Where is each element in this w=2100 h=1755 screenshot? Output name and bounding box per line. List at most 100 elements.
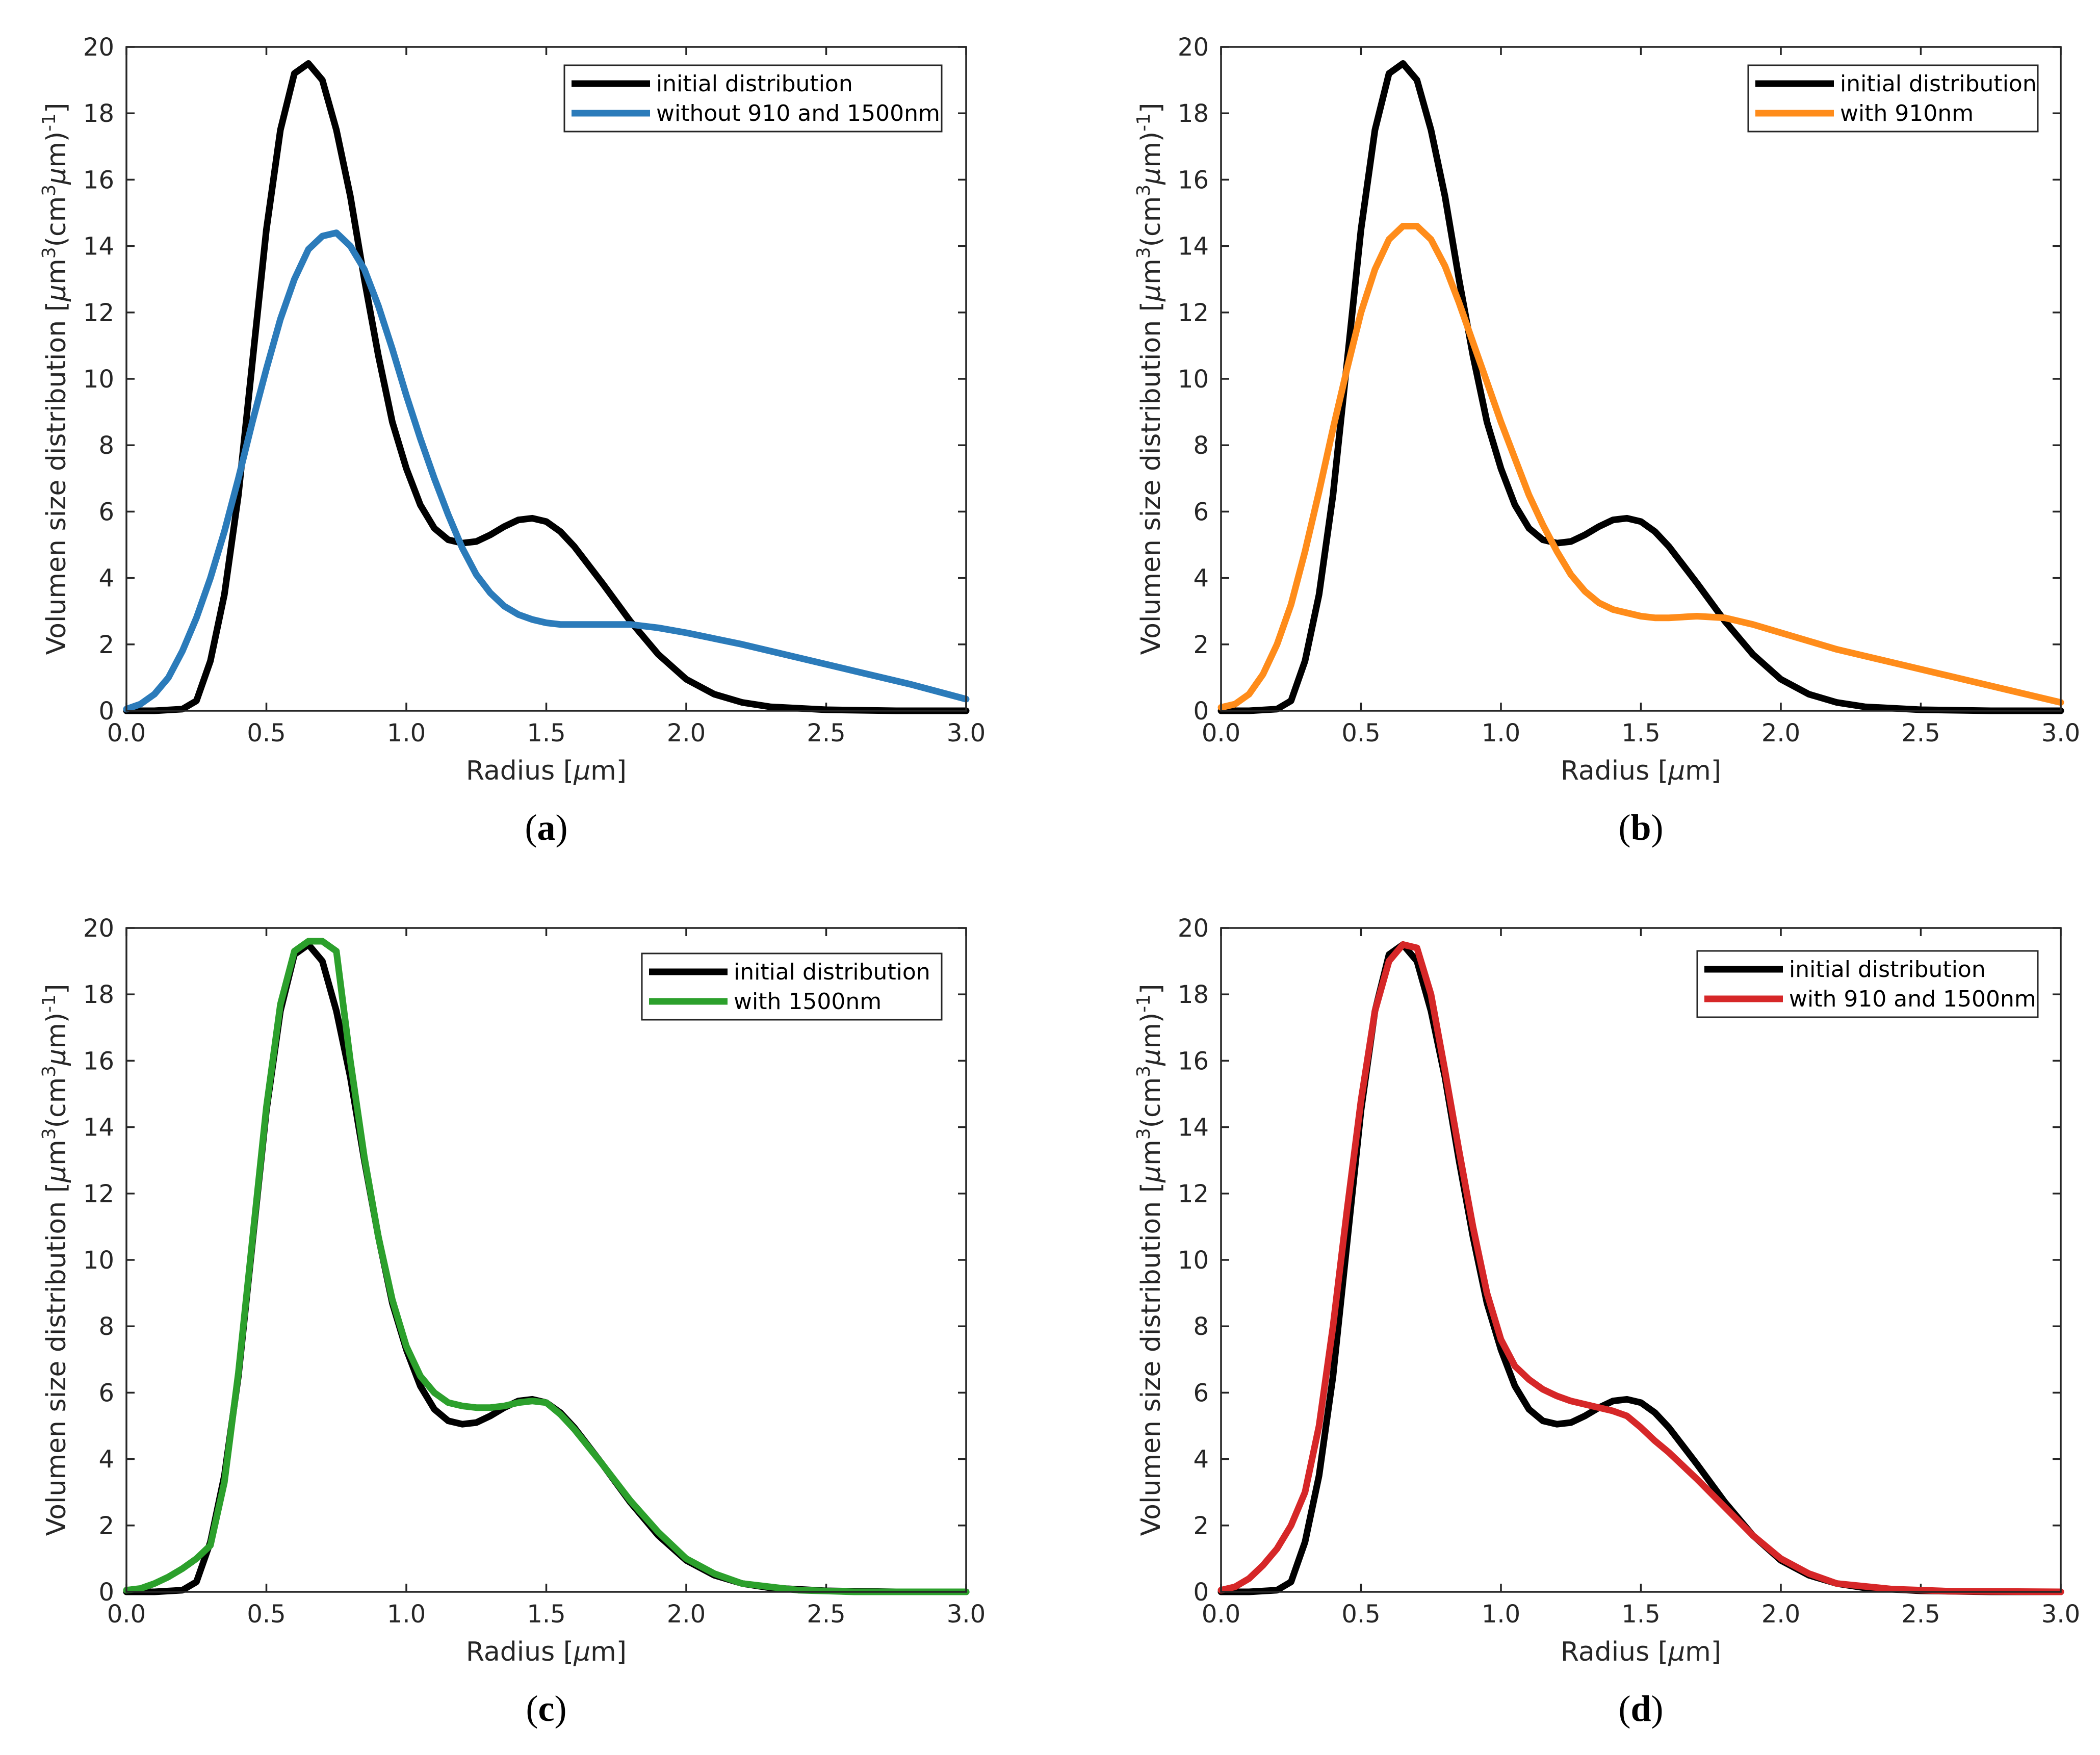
legend: initial distribution with 1500nm [641,952,943,1021]
panel-label-letter: c [538,1688,555,1729]
y-label-exp: -1 [39,113,60,132]
y-tick-label: 0 [1193,1578,1209,1607]
x-tick-label: 1.5 [527,719,565,747]
y-tick-label: 18 [1178,99,1209,128]
x-tick-label: 3.0 [2041,1600,2080,1629]
panel-label-close: ) [1651,1688,1664,1729]
y-tick-label: 2 [98,631,114,659]
chart-panel-a: 0.0 0.5 1.0 1.5 2.0 2.5 3.0 0 2 4 6 8 10 12 14 16 18 20 in… [39,33,986,848]
x-tick-label: 0.5 [247,1600,286,1629]
y-tick-label: 10 [1178,1246,1209,1275]
panel-label-letter: a [537,807,556,848]
x-tick-label: 1.0 [1482,719,1520,747]
x-tick-label: 0.0 [107,719,146,747]
panel-label-open: ( [1618,807,1630,848]
legend-entry-label: initial distribution [656,71,853,97]
series-line-modified-distribution [123,229,970,713]
y-tick-label: 8 [98,1312,114,1341]
legend-entry-label: initial distribution [1789,957,1986,983]
chart-panel-d: 0.0 0.5 1.0 1.5 2.0 2.5 3.0 0 2 4 6 8 10 12 14 16 18 20 in… [1133,914,2080,1729]
x-tick-label: 0.5 [247,719,286,747]
panel-label: (d) [1618,1688,1663,1729]
y-label-mu: μ [1136,285,1166,302]
series-line-modified-distribution [1217,223,2064,711]
y-tick-label: 4 [1193,1446,1209,1474]
y-tick-label: 16 [1178,166,1209,194]
x-label-end: m] [590,1637,627,1667]
x-axis-label: Radius [μm] [1561,756,1721,786]
x-tick-label: 0.0 [1202,719,1240,747]
x-tick-label: 2.0 [667,1600,706,1629]
y-tick-label: 4 [1193,564,1209,593]
x-tick-label: 2.5 [807,1600,845,1629]
y-tick-label: 20 [83,33,114,62]
plot-area [1221,928,2061,1592]
x-tick-label: 0.5 [1341,1600,1380,1629]
x-label-end: m] [590,756,627,786]
plot-area [126,928,966,1592]
x-label-text: Radius [ [466,756,574,786]
panel-label-open: ( [1618,1688,1630,1729]
y-label-mid: (cm [41,196,72,247]
y-tick-label: 4 [98,1446,114,1474]
y-label-end: m) [41,132,72,168]
y-label-mu: μ [1136,1166,1166,1183]
x-tick-label: 1.0 [1482,1600,1520,1629]
x-tick-label: 2.0 [1761,719,1800,747]
y-label-exp: 3 [39,1066,60,1077]
y-label-m: m [41,259,72,285]
panel-label: (b) [1618,807,1663,848]
y-tick-label: 12 [83,1180,114,1208]
legend-entry-label: initial distribution [1840,71,2037,97]
panel-label-close: ) [1651,807,1664,848]
y-label-end: m) [41,1013,72,1049]
x-label-mu: μ [1668,1637,1685,1667]
x-tick-label: 2.0 [1761,1600,1800,1629]
legend-entry-label: with 910 and 1500nm [1789,986,2036,1012]
x-tick-label: 1.5 [1621,1600,1660,1629]
x-label-text: Radius [ [1561,1637,1668,1667]
y-tick-label: 20 [1178,33,1209,62]
y-label-exp: 3 [1133,1066,1154,1077]
legend-entry-label: with 910nm [1840,100,1974,126]
y-tick-label: 16 [83,166,114,194]
y-tick-label: 18 [1178,980,1209,1009]
x-tick-label: 0.5 [1341,719,1380,747]
chart-panel-c: 0.0 0.5 1.0 1.5 2.0 2.5 3.0 0 2 4 6 8 10 12 14 16 18 20 in… [39,914,986,1729]
y-axis-label: Volumen size distribution [μm3(cm3μm)-1] [1133,984,1166,1536]
y-label-close: ] [1136,103,1166,113]
y-tick-label: 12 [1178,1180,1209,1208]
y-tick-label: 8 [1193,431,1209,460]
y-label-mid: (cm [1136,196,1166,247]
y-tick-label: 18 [83,980,114,1009]
y-axis-label: Volumen size distribution [μm3(cm3μm)-1] [39,984,72,1536]
axes-frame [125,46,967,712]
y-label-close: ] [41,103,72,113]
legend-box [563,64,943,133]
x-label-text: Radius [ [1561,756,1668,786]
y-label-exp: 3 [1133,247,1154,259]
y-tick-label: 2 [1193,1512,1209,1540]
chart-panel-b: 0.0 0.5 1.0 1.5 2.0 2.5 3.0 0 2 4 6 8 10 12 14 16 18 20 in… [1133,33,2080,848]
plot-area [1221,47,2061,711]
y-label-mu: μ [41,285,72,302]
x-tick-label: 2.5 [1901,719,1940,747]
y-label-exp: 3 [39,185,60,196]
legend: initial distribution with 910nm [1747,64,2039,133]
y-tick-label: 6 [1193,1379,1209,1407]
legend-entry-label: without 910 and 1500nm [656,100,940,126]
y-tick-label: 12 [83,299,114,327]
y-label-text: Volumen size distribution [ [1136,301,1166,655]
y-label-mu: μ [41,168,72,185]
y-label-text: Volumen size distribution [ [41,1182,72,1536]
y-label-mu: μ [41,1049,72,1066]
y-label-exp: 3 [1133,185,1154,196]
y-tick-label: 2 [1193,631,1209,659]
x-label-end: m] [1685,1637,1721,1667]
legend-box [1747,64,2039,133]
x-tick-label: 0.0 [1202,1600,1240,1629]
x-tick-label: 2.0 [667,719,706,747]
panel-label-close: ) [554,1688,566,1729]
legend-box [1696,950,2039,1018]
x-tick-label: 1.0 [387,719,426,747]
